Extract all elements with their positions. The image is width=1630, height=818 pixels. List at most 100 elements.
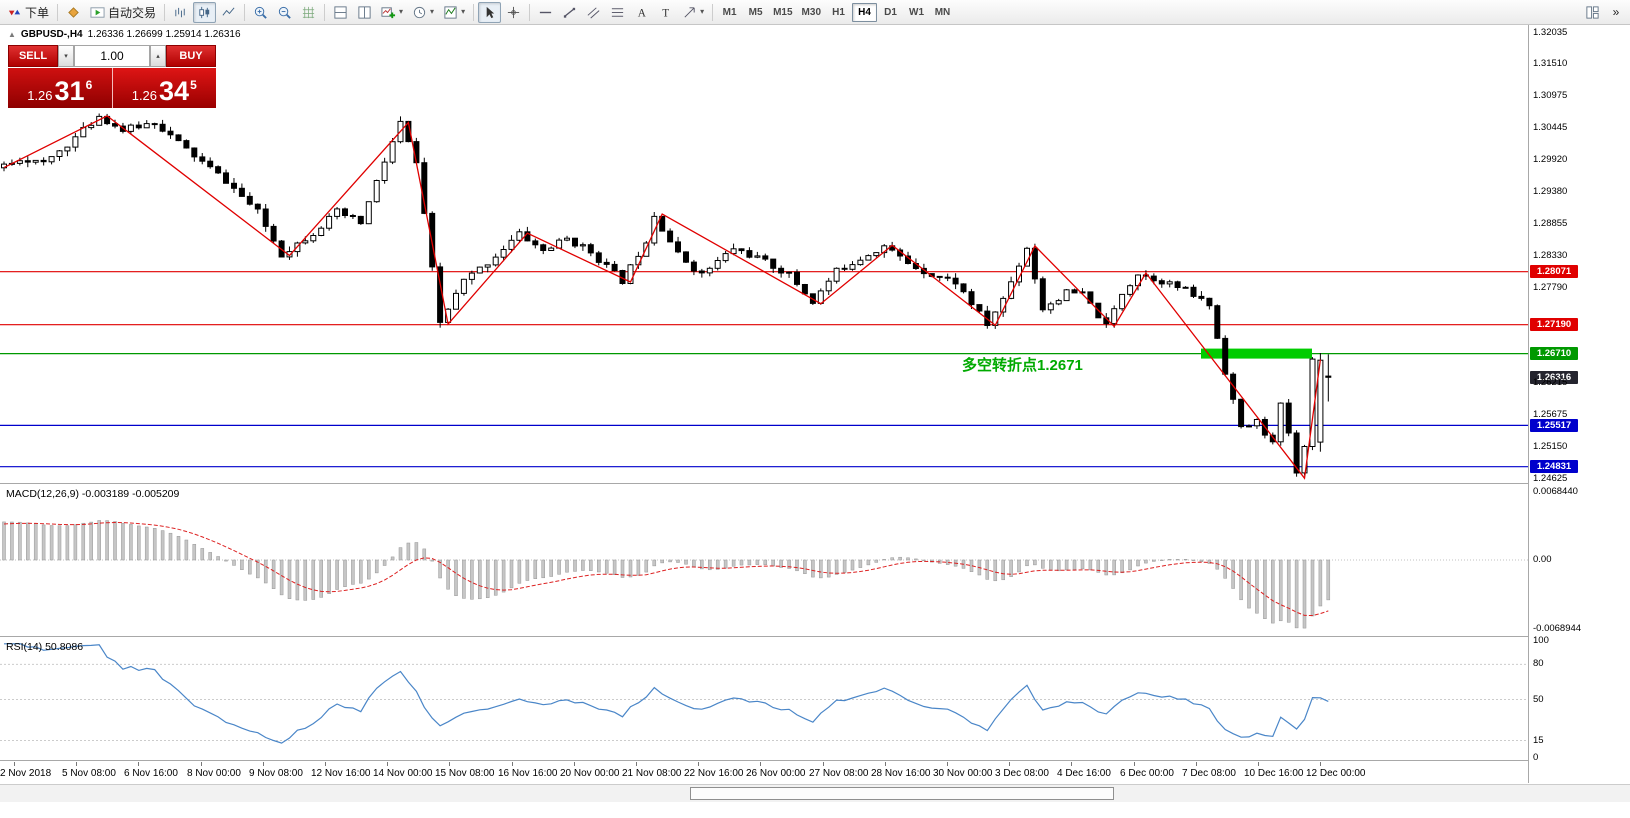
timeframe-d1-button[interactable]: D1	[884, 6, 897, 18]
one-click-trading-panel: SELL ▾ 1.00 ▴ BUY 1.26 31 6 1.26 34 5	[8, 45, 216, 108]
buy-price-display[interactable]: 1.26 34 5	[112, 68, 216, 108]
date-tick	[263, 762, 264, 766]
timeframe-m15-button[interactable]: M15	[773, 6, 793, 18]
timeframe-h1-button[interactable]: H1	[832, 6, 845, 18]
period-button[interactable]: ▾	[408, 2, 438, 23]
bar-chart-mode-button[interactable]	[169, 2, 192, 23]
date-axis[interactable]: 2 Nov 2018 5 Nov 08:00 6 Nov 16:00 8 Nov 00…	[0, 762, 1528, 783]
price-axis-label: 1.29380	[1533, 186, 1568, 198]
timeframe-m1-button[interactable]: M1	[722, 6, 737, 18]
price-axis-label: 1.26215	[1533, 376, 1568, 388]
panel-divider[interactable]	[0, 483, 1630, 484]
macd-histogram	[2, 520, 1331, 629]
date-tick	[1196, 762, 1197, 766]
volume-decrease-button[interactable]: ▾	[58, 45, 74, 67]
zoom-out-button[interactable]	[273, 2, 296, 23]
date-axis-label: 30 Nov 00:00	[933, 768, 993, 779]
tile-vertical-button[interactable]	[353, 2, 376, 23]
date-tick	[449, 762, 450, 766]
grid-toggle-button[interactable]	[297, 2, 320, 23]
date-axis-label: 27 Nov 08:00	[809, 768, 869, 779]
channel-tool-button[interactable]	[582, 2, 605, 23]
toolbar-overflow-button[interactable]: »	[1605, 2, 1627, 23]
new-chart-icon	[381, 5, 396, 20]
timeframe-w1-button[interactable]: W1	[909, 6, 924, 18]
date-axis-label: 12 Nov 16:00	[311, 768, 371, 779]
autotrade-button[interactable]: 自动交易	[86, 2, 160, 23]
line-chart-mode-button[interactable]	[217, 2, 240, 23]
cursor-icon	[482, 5, 497, 20]
buy-button[interactable]: BUY	[166, 45, 216, 67]
volume-input[interactable]: 1.00	[74, 45, 150, 67]
zoom-out-icon	[277, 5, 292, 20]
price-axis-label: 1.28330	[1533, 249, 1568, 261]
text-tool-button[interactable]: A	[630, 2, 653, 23]
date-axis-label: 6 Dec 00:00	[1120, 768, 1174, 779]
tile-horizontal-icon	[333, 5, 348, 20]
one-click-top-row: SELL ▾ 1.00 ▴ BUY	[8, 45, 216, 67]
overflow-icon: »	[1612, 5, 1620, 19]
timeframe-h4-button[interactable]: H4	[852, 2, 877, 22]
cursor-mode-button[interactable]	[478, 1, 502, 23]
main-chart-canvas[interactable]	[0, 25, 1528, 483]
label-tool-icon: T	[658, 5, 673, 20]
shapes-tool-button[interactable]: ▾	[678, 2, 708, 23]
sell-price-pip: 6	[85, 78, 93, 92]
macd-panel-canvas[interactable]	[0, 484, 1528, 636]
price-axis-label: 1.31510	[1533, 58, 1568, 70]
date-tick	[14, 762, 15, 766]
price-axis-label: 1.27790	[1533, 282, 1568, 294]
price-axis-label: 1.29920	[1533, 153, 1568, 165]
panel-divider[interactable]	[0, 636, 1630, 637]
label-tool-button[interactable]: T	[654, 2, 677, 23]
trendline-tool-button[interactable]	[558, 2, 581, 23]
tile-horizontal-button[interactable]	[329, 2, 352, 23]
diamond-icon	[66, 5, 81, 20]
quick-trade-button[interactable]	[62, 2, 85, 23]
timeframe-m30-button[interactable]: M30	[801, 6, 821, 18]
sell-button[interactable]: SELL	[8, 45, 58, 67]
horizontal-scrollbar[interactable]	[0, 784, 1630, 802]
toolbar-separator	[473, 3, 475, 21]
rsi-axis-label: 80	[1533, 658, 1544, 670]
volume-increase-button[interactable]: ▴	[150, 45, 166, 67]
price-axis-separator	[1528, 25, 1529, 783]
caret-down-icon: ▾	[430, 7, 435, 16]
indicators-button[interactable]: ▾	[439, 2, 469, 23]
rsi-axis-label: 100	[1533, 635, 1549, 646]
date-axis-label: 20 Nov 00:00	[560, 768, 620, 779]
date-axis-label: 5 Nov 08:00	[62, 768, 116, 779]
arrow-shape-icon	[682, 5, 697, 20]
new-order-button[interactable]: 下单	[3, 2, 53, 23]
windows-mosaic-button[interactable]	[1581, 2, 1604, 23]
ohlc-values: 1.26336 1.26699 1.25914 1.26316	[87, 29, 241, 40]
fibonacci-tool-button[interactable]	[606, 2, 629, 23]
sell-price-display[interactable]: 1.26 31 6	[8, 68, 113, 108]
macd-axis-label: 0.00	[1533, 554, 1552, 565]
date-axis-label: 2 Nov 2018	[0, 768, 52, 779]
date-tick	[325, 762, 326, 766]
date-axis-label: 16 Nov 16:00	[498, 768, 558, 779]
new-chart-button[interactable]: ▾	[377, 2, 407, 23]
crosshair-mode-button[interactable]	[502, 2, 525, 23]
date-axis-label: 7 Dec 08:00	[1182, 768, 1236, 779]
date-tick	[1258, 762, 1259, 766]
mosaic-icon	[1585, 5, 1600, 20]
timeframe-m5-button[interactable]: M5	[748, 6, 763, 18]
date-tick	[1071, 762, 1072, 766]
date-axis-label: 4 Dec 16:00	[1057, 768, 1111, 779]
macd-axis-label: 0.0068440	[1533, 486, 1578, 497]
channel-icon	[586, 5, 601, 20]
timeframe-mn-button[interactable]: MN	[934, 6, 951, 18]
scrollbar-thumb[interactable]	[690, 787, 1114, 800]
price-axis[interactable]: 1.32035 1.31510 1.30975 1.30445 1.29920 1.293…	[1529, 25, 1630, 783]
date-tick	[636, 762, 637, 766]
candlestick-mode-button[interactable]	[193, 1, 217, 23]
zoom-in-button[interactable]	[249, 2, 272, 23]
line-chart-icon	[221, 5, 236, 20]
horizontal-line-tool-button[interactable]	[534, 2, 557, 23]
rsi-panel-canvas[interactable]	[0, 637, 1528, 760]
date-tick	[138, 762, 139, 766]
autotrade-icon	[90, 5, 105, 20]
